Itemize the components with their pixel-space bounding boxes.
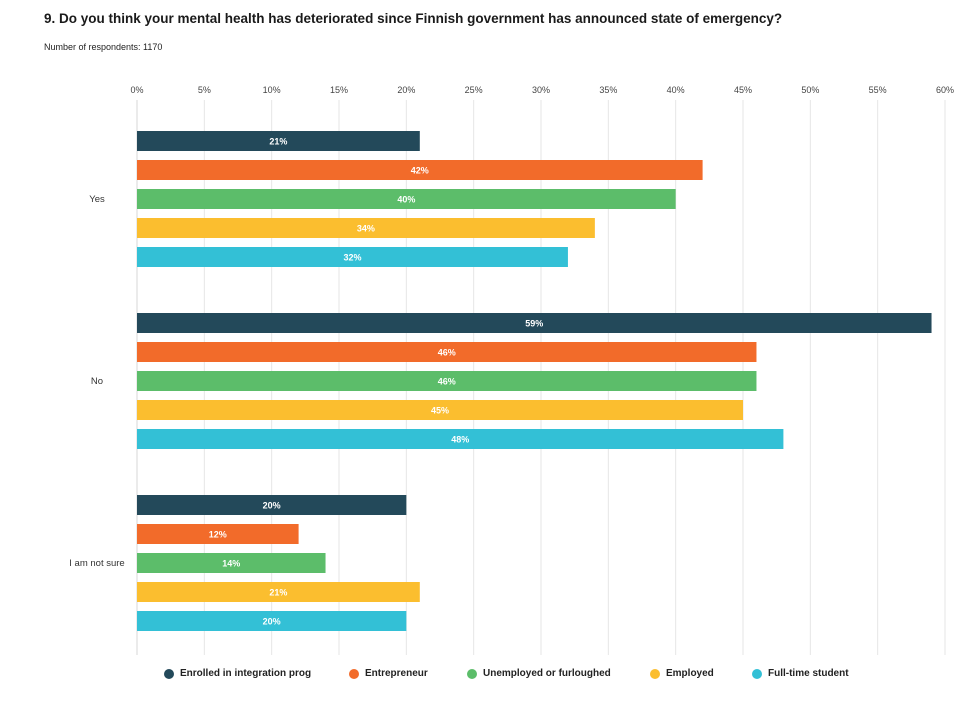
- legend-swatch: [752, 668, 762, 679]
- legend-item[interactable]: Employed: [650, 668, 714, 679]
- legend-swatch: [349, 668, 359, 679]
- bar: [137, 429, 784, 449]
- bar-data-label: 12%: [209, 530, 227, 540]
- legend-label: Unemployed or furloughed: [483, 668, 611, 679]
- legend-item[interactable]: Unemployed or furloughed: [467, 668, 611, 679]
- bar: [137, 189, 676, 209]
- legend-label: Enrolled in integration prog: [180, 668, 312, 679]
- bar: [137, 371, 757, 391]
- bar-data-label: 40%: [397, 195, 415, 205]
- bar: [137, 495, 407, 515]
- x-tick-label: 15%: [330, 85, 348, 95]
- x-tick-label: 60%: [936, 85, 954, 95]
- legend-item[interactable]: Full-time student: [752, 668, 849, 679]
- bar-data-label: 32%: [343, 253, 361, 263]
- x-tick-label: 45%: [734, 85, 752, 95]
- bar: [137, 524, 299, 544]
- bar-data-label: 46%: [438, 377, 456, 387]
- legend-label: Employed: [666, 668, 714, 679]
- respondent-count: Number of respondents: 1170: [44, 42, 163, 52]
- category-label: Yes: [89, 194, 105, 205]
- bar: [137, 313, 932, 333]
- bar: [137, 160, 703, 180]
- bar-data-label: 21%: [269, 588, 287, 598]
- bar-data-label: 59%: [525, 319, 543, 329]
- bar-data-label: 20%: [263, 617, 281, 627]
- bar-data-label: 14%: [222, 559, 240, 569]
- bar-data-label: 42%: [411, 166, 429, 176]
- x-tick-label: 25%: [465, 85, 483, 95]
- bar-data-label: 21%: [269, 137, 287, 147]
- legend-label: Entrepreneur: [365, 668, 428, 679]
- bar: [137, 131, 420, 151]
- x-tick-label: 30%: [532, 85, 550, 95]
- chart-legend: Enrolled in integration prog Entrepreneur…: [0, 668, 979, 686]
- bar-data-label: 45%: [431, 406, 449, 416]
- chart-title: 9. Do you think your mental health has d…: [44, 11, 783, 26]
- bar: [137, 247, 568, 267]
- category-label: I am not sure: [69, 558, 124, 569]
- bar: [137, 342, 757, 362]
- bar: [137, 611, 407, 631]
- x-tick-label: 0%: [130, 85, 143, 95]
- x-tick-label: 55%: [869, 85, 887, 95]
- legend-swatch: [650, 668, 660, 679]
- legend-item[interactable]: Enrolled in integration prog: [164, 668, 311, 679]
- x-tick-label: 50%: [801, 85, 819, 95]
- x-tick-label: 5%: [198, 85, 211, 95]
- legend-swatch: [467, 668, 477, 679]
- bar: [137, 400, 743, 420]
- bar: [137, 553, 326, 573]
- legend-label: Full-time student: [768, 668, 849, 679]
- bar-data-label: 20%: [263, 501, 281, 511]
- bar: [137, 582, 420, 602]
- legend-swatch: [164, 668, 174, 679]
- bar-data-label: 34%: [357, 224, 375, 234]
- bar: [137, 218, 595, 238]
- bar-data-label: 46%: [438, 348, 456, 358]
- bar-chart: 0% 5% 10% 15% 20% 25% 30% 35% 40% 45% 50% 55% 60% Yes…: [69, 85, 954, 655]
- bar-data-label: 48%: [451, 435, 469, 445]
- category-label: No: [91, 376, 103, 387]
- x-tick-label: 35%: [599, 85, 617, 95]
- x-tick-label: 20%: [397, 85, 415, 95]
- x-tick-label: 40%: [667, 85, 685, 95]
- x-tick-label: 10%: [263, 85, 281, 95]
- legend-item[interactable]: Entrepreneur: [349, 668, 428, 679]
